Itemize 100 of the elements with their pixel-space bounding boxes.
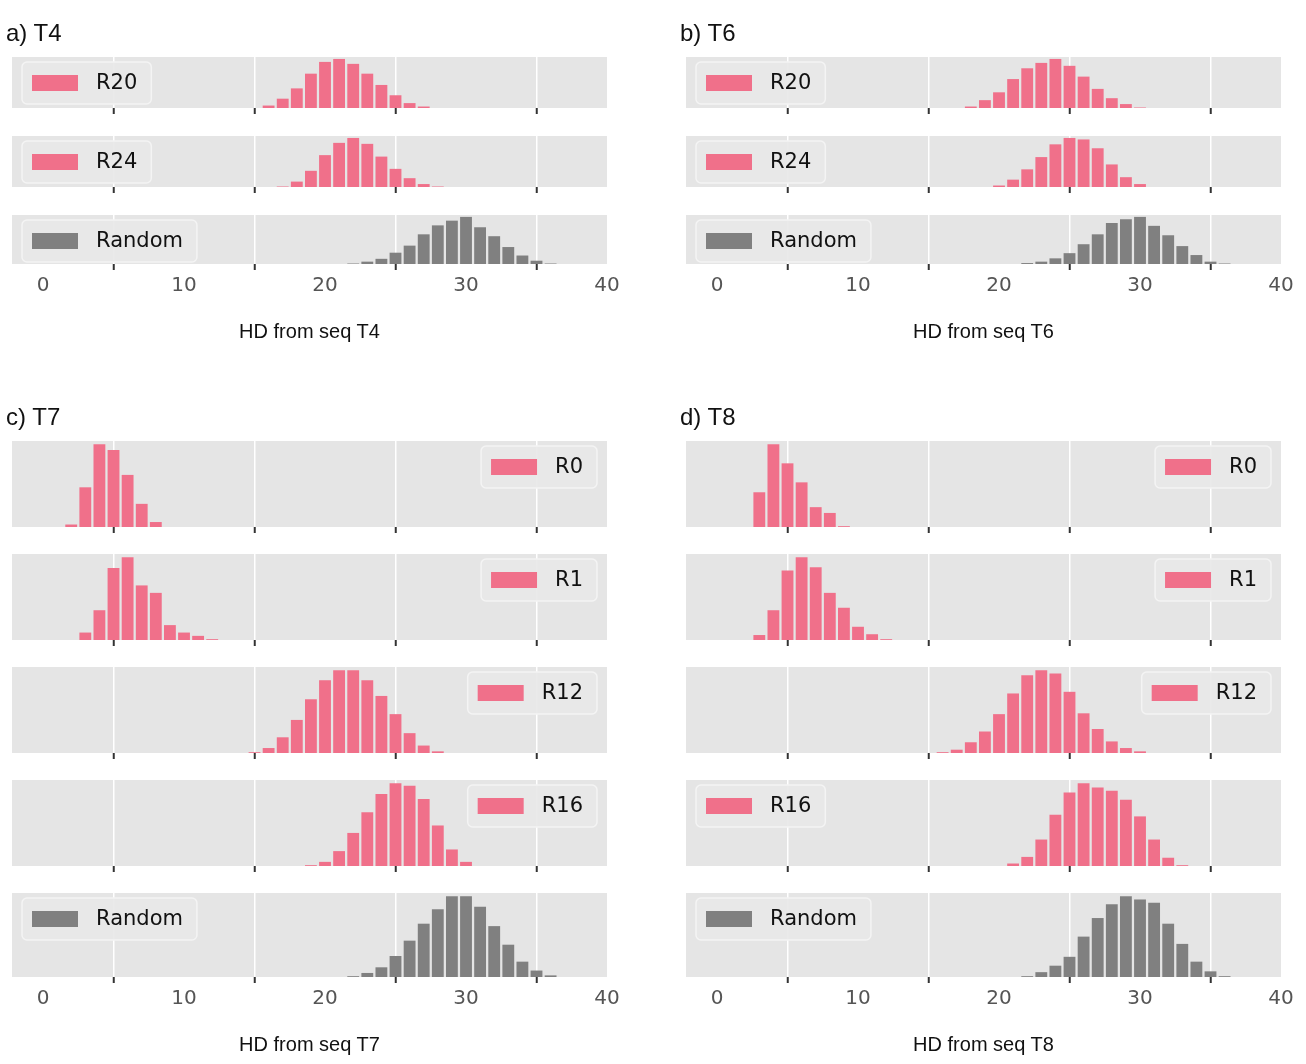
- bar: [1176, 943, 1189, 977]
- bar: [1007, 179, 1020, 187]
- bar: [753, 492, 766, 527]
- bar: [1091, 918, 1104, 977]
- legend-label: Random: [96, 906, 183, 931]
- x-axis-title: HD from seq T4: [238, 320, 381, 343]
- x-tick-label: 10: [171, 985, 197, 1010]
- bar: [403, 733, 416, 753]
- x-tick-label: 20: [986, 272, 1012, 297]
- bar: [361, 972, 374, 977]
- bar: [1077, 139, 1090, 187]
- bar: [333, 58, 346, 108]
- bar: [290, 88, 303, 108]
- bar: [93, 610, 106, 640]
- x-axis-title: HD from seq T7: [238, 1033, 381, 1056]
- bar: [431, 909, 444, 977]
- bar: [121, 557, 134, 640]
- bar: [319, 861, 331, 866]
- bar: [781, 570, 794, 640]
- bar: [1077, 713, 1090, 753]
- bar: [431, 225, 444, 264]
- bar: [460, 896, 472, 977]
- x-tick-label: 30: [453, 272, 479, 297]
- bar: [375, 695, 388, 753]
- bar: [361, 73, 374, 108]
- bar: [1035, 670, 1048, 753]
- bar: [474, 227, 487, 264]
- bar: [488, 926, 501, 977]
- legend-label: R24: [770, 149, 812, 174]
- bar: [403, 178, 416, 187]
- legend-label: R0: [1229, 454, 1257, 479]
- bar: [1134, 216, 1146, 264]
- bar: [1007, 79, 1020, 108]
- legend-label: Random: [770, 906, 857, 931]
- bar: [375, 967, 388, 977]
- bar: [290, 181, 303, 187]
- bar: [304, 73, 317, 108]
- bar: [1091, 234, 1104, 264]
- legend-label: R12: [541, 680, 584, 705]
- bar: [809, 507, 822, 527]
- bar: [276, 737, 289, 753]
- bar: [1134, 899, 1146, 977]
- bar: [1105, 790, 1118, 866]
- x-tick-label: 30: [1127, 985, 1153, 1010]
- bar: [1021, 675, 1034, 753]
- legend-label: R1: [1229, 567, 1257, 592]
- bar: [417, 234, 430, 264]
- bar: [1162, 857, 1175, 866]
- bar: [823, 592, 836, 640]
- chart-title: d) T8: [680, 403, 737, 432]
- bar: [1119, 896, 1132, 977]
- bar: [135, 503, 148, 527]
- bar: [1148, 839, 1161, 866]
- bar: [1119, 748, 1132, 753]
- bar: [304, 699, 317, 753]
- bar: [1176, 246, 1189, 264]
- bar: [1077, 936, 1090, 977]
- legend-label: R20: [770, 70, 812, 95]
- bar: [1035, 157, 1048, 187]
- bar: [1049, 673, 1062, 753]
- bar: [1134, 184, 1146, 187]
- bar: [361, 680, 374, 753]
- x-tick-label: 40: [1268, 985, 1294, 1010]
- legend-label: R0: [555, 454, 583, 479]
- bar: [375, 84, 388, 108]
- bar: [823, 512, 836, 527]
- x-axis-title: HD from seq T6: [912, 320, 1055, 343]
- x-tick-label: 0: [36, 272, 50, 297]
- bar: [1105, 741, 1118, 753]
- bar: [1021, 169, 1034, 187]
- bar: [488, 236, 501, 264]
- bar: [403, 103, 416, 108]
- x-axis-title: HD from seq T8: [912, 1033, 1055, 1056]
- bar: [795, 557, 808, 640]
- bar: [347, 137, 360, 187]
- x-tick-label: 30: [453, 985, 479, 1010]
- bar: [445, 849, 458, 866]
- bar: [192, 635, 205, 640]
- bar: [474, 906, 487, 977]
- bar: [1119, 177, 1132, 187]
- bar: [135, 585, 148, 640]
- bar: [79, 487, 92, 527]
- bar: [1035, 972, 1048, 977]
- bar: [389, 714, 402, 753]
- x-tick-label: 40: [594, 985, 620, 1010]
- bar: [978, 731, 991, 753]
- bar: [121, 474, 134, 527]
- bar: [978, 100, 991, 108]
- chart-title: c) T7: [6, 403, 62, 432]
- bar: [753, 635, 766, 640]
- bar: [304, 170, 317, 187]
- bar: [149, 592, 162, 640]
- x-tick-label: 0: [710, 272, 724, 297]
- x-tick-label: 20: [312, 272, 338, 297]
- bar: [389, 252, 402, 264]
- bar: [460, 216, 472, 264]
- bar: [417, 745, 430, 753]
- bar: [347, 63, 360, 108]
- bar: [333, 851, 346, 866]
- bar: [262, 748, 275, 753]
